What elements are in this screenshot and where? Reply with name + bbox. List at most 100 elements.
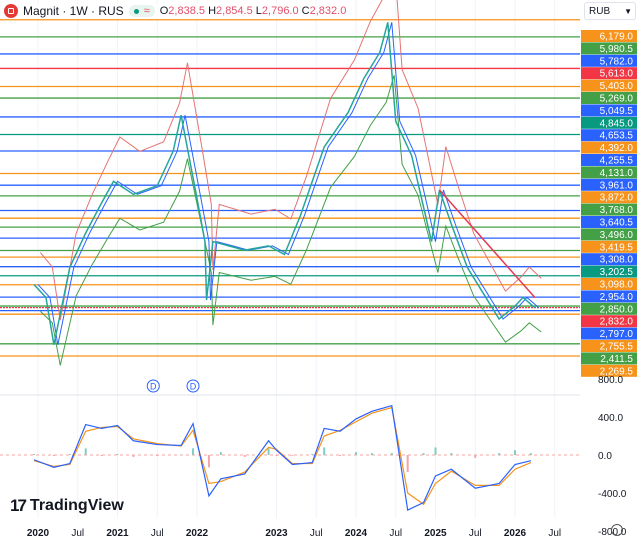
symbol-legend[interactable]: Magnit · 1W · RUS ≈ O2,838.5 H2,854.5 L2…: [4, 4, 347, 18]
macd-histogram-bar: [116, 454, 119, 455]
macd-histogram-bar: [132, 455, 135, 457]
magnit-logo-icon: [4, 4, 18, 18]
time-axis-label: 2021: [106, 528, 129, 539]
macd-histogram-bar: [84, 448, 87, 455]
price-label-bg: [581, 364, 637, 377]
dividend-marker-icon: [146, 379, 160, 393]
ohlc-values: O2,838.5 H2,854.5 L2,796.0 C2,832.0: [159, 5, 347, 17]
macd-axis-label: -400.0: [598, 489, 627, 500]
bollinger-lower-line: [40, 75, 542, 366]
tradingview-logo[interactable]: 17 TradingView: [10, 496, 124, 515]
price-level-label: 2,411.5: [600, 354, 633, 365]
macd-histogram-bar: [498, 453, 501, 455]
price-label-bg: [581, 228, 637, 241]
bollinger-upper-line: [39, 0, 542, 321]
macd-histogram-bar: [267, 448, 270, 455]
price-label-bg: [581, 265, 637, 278]
macd-axis-label: 400.0: [598, 413, 623, 424]
price-level-label: 3,872.0: [600, 193, 634, 204]
price-level-label: 5,980.5: [600, 44, 634, 55]
time-axis-label: Jul: [151, 528, 164, 539]
time-axis-label: 2022: [186, 528, 209, 539]
macd-histogram-bar: [529, 453, 532, 455]
price-label-bg: [581, 92, 637, 104]
price-level-label: 4,131.0: [600, 168, 634, 179]
price-level-label: 5,403.0: [600, 81, 634, 92]
macd-histogram-bar: [434, 447, 437, 455]
time-axis-label: 2020: [27, 528, 50, 539]
macd-histogram-bar: [291, 455, 294, 456]
price-level-label: 2,954.0: [600, 292, 634, 303]
price-level-label: 2,850.0: [600, 304, 634, 315]
price-label-bg: [581, 290, 637, 303]
price-label-bg: [581, 129, 637, 142]
price-level-label: 2,755.5: [600, 342, 634, 353]
price-level-label: 3,768.0: [600, 205, 634, 216]
macd-histogram-bar: [52, 455, 55, 456]
price-label-bg: [581, 253, 637, 266]
macd-histogram-bar: [323, 447, 326, 455]
price-label-bg: [581, 154, 637, 166]
macd-histogram-bar: [243, 455, 246, 457]
price-level-label: 5,782.0: [600, 56, 634, 67]
macd-axis-label: 800.0: [598, 375, 623, 386]
time-axis-label: Jul: [469, 528, 482, 539]
price-label-bg: [581, 278, 637, 290]
currency-selector[interactable]: RUB ▼: [584, 2, 636, 20]
macd-histogram-bar: [311, 454, 314, 455]
price-level-label: 6,179.0: [600, 32, 634, 43]
approx-icon: ≈: [143, 5, 150, 17]
price-label-bg: [581, 315, 637, 328]
dividend-marker-label: D: [190, 382, 197, 392]
macd-histogram-bar: [474, 455, 477, 458]
price-level-label: 3,961.0: [600, 180, 634, 191]
dividend-marker-icon: [186, 379, 200, 393]
settings-icon[interactable]: [611, 524, 623, 536]
price-level-label: 4,255.5: [600, 156, 634, 167]
price-label-bg: [581, 141, 637, 154]
price-label-bg: [581, 79, 637, 92]
price-level-label: 5,049.5: [600, 106, 634, 117]
price-level-label: 3,640.5: [600, 218, 634, 229]
price-level-label: 4,653.5: [600, 131, 634, 142]
price-level-label: 3,419.5: [600, 242, 634, 253]
trend-line: [438, 189, 536, 298]
macd-histogram-bar: [33, 454, 36, 455]
macd-histogram-bar: [207, 455, 210, 468]
price-label-bg: [581, 191, 637, 204]
time-axis-label: 2023: [265, 528, 288, 539]
price-level-label: 4,845.0: [600, 118, 634, 129]
macd-histogram-bar: [219, 452, 222, 455]
price-level-label: 2,797.0: [600, 329, 634, 340]
price-label-bg: [581, 30, 637, 42]
macd-histogram-bar: [192, 448, 195, 455]
macd-histogram-bar: [100, 455, 103, 456]
price-label-bg: [581, 116, 637, 129]
price-level-label: 3,202.5: [600, 267, 634, 278]
time-axis-label: 2026: [504, 528, 527, 539]
price-level-label: 3,098.0: [600, 280, 634, 291]
price-label-bg: [581, 352, 637, 365]
price-label-bg: [581, 104, 637, 117]
price-label-bg: [581, 216, 637, 228]
macd-histogram-bar: [422, 453, 425, 455]
dividend-marker-label: D: [150, 382, 157, 392]
price-label-bg: [581, 178, 637, 191]
price-level-label: 5,613.0: [600, 69, 634, 80]
time-axis-label: Jul: [548, 528, 561, 539]
price-label-bg: [581, 240, 637, 253]
symbol-title: Magnit · 1W · RUS: [23, 4, 124, 18]
macd-histogram-bar: [68, 454, 71, 455]
macd-axis-label: 0.0: [598, 451, 612, 462]
price-label-bg: [581, 340, 637, 352]
macd-histogram-bar: [450, 453, 453, 455]
market-open-dot-icon: [133, 8, 139, 14]
macd-histogram-bar: [339, 455, 342, 456]
price-label-bg: [581, 302, 637, 315]
market-status-pill[interactable]: ≈: [128, 5, 155, 17]
time-axis-label: 2024: [345, 528, 368, 539]
price-label-bg: [581, 67, 637, 80]
price-level-label: 4,392.0: [600, 143, 634, 154]
price-level-label: 3,308.0: [600, 255, 634, 266]
